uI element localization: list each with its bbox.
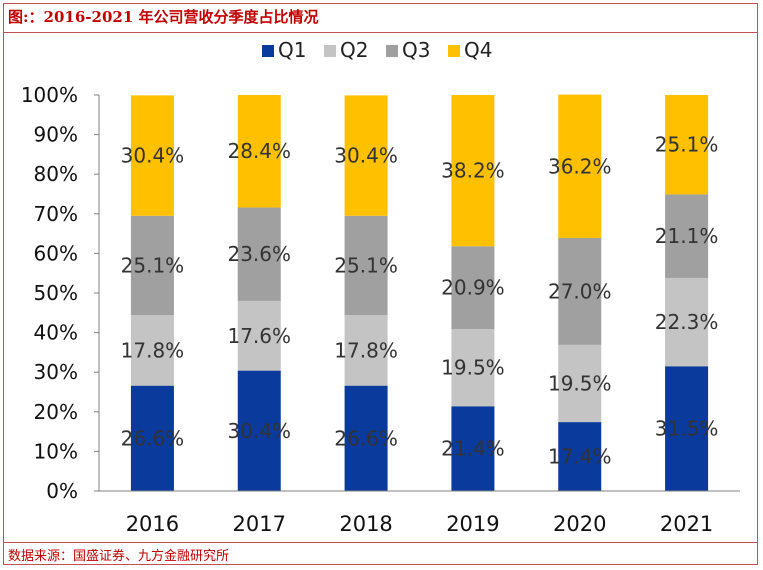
legend-label-q4: Q4 (464, 38, 492, 62)
data-label-q4-2020: 36.2% (548, 154, 612, 178)
data-label-q2-2017: 17.6% (227, 324, 291, 348)
bar-stack-2020: 17.4% 19.5% 27.0% 36.2% (548, 94, 612, 491)
y-tick-label: 80% (34, 162, 78, 186)
bar-segment-q4-2020 (558, 94, 602, 238)
stacked-bar-chart: Q1 Q2 Q3 Q4 0% 10% 20% 30% 40% 50% 60% 70% 80% 90% 10… (21, 38, 740, 536)
data-label-q3-2020: 27.0% (548, 279, 612, 303)
data-label-q3-2016: 25.1% (121, 253, 185, 277)
bar-segment-q2-2016 (130, 315, 174, 386)
data-label-q3-2018: 25.1% (334, 253, 398, 277)
bar-segment-q1-2016 (130, 385, 174, 491)
y-tick-label: 50% (34, 281, 78, 305)
chart-legend: Q1 Q2 Q3 Q4 (262, 38, 492, 62)
y-tick-label: 60% (34, 241, 78, 265)
bar-segment-q4-2019 (451, 95, 495, 247)
data-label-q3-2019: 20.9% (441, 276, 505, 300)
y-tick-label: 70% (34, 202, 78, 226)
bars-group: 26.6% 17.8% 25.1% 30.4% 30.4% 17.6% 23.6% 28.4%… (121, 94, 719, 491)
bar-segment-q4-2018 (344, 95, 388, 216)
x-axis: 2016 2017 2018 2019 2020 2021 (99, 490, 740, 536)
y-tick-label: 40% (34, 321, 78, 345)
bar-segment-q3-2017 (237, 207, 281, 301)
figure-title: 图:：2016-2021 年公司营收分季度占比情况 (8, 8, 319, 26)
bar-segment-q3-2020 (558, 237, 602, 345)
bar-segment-q4-2017 (237, 95, 281, 208)
y-axis: 0% 10% 20% 30% 40% 50% 60% 70% 80% 90% 100% (21, 83, 100, 503)
data-label-q1-2021: 31.5% (655, 417, 719, 441)
data-label-q2-2021: 22.3% (655, 310, 719, 334)
data-label-q3-2021: 21.1% (655, 224, 719, 248)
y-tick-label: 90% (34, 123, 78, 147)
x-tick-label: 2021 (660, 512, 713, 536)
x-tick-label: 2020 (553, 512, 606, 536)
x-tick-label: 2017 (233, 512, 286, 536)
bar-stack-2019: 21.4% 19.5% 20.9% 38.2% (441, 95, 505, 491)
bar-segment-q3-2016 (130, 215, 174, 316)
x-tick-label: 2019 (446, 512, 499, 536)
title-divider (3, 32, 758, 33)
bar-stack-2018: 26.6% 17.8% 25.1% 30.4% (334, 95, 398, 491)
legend-swatch-q1 (262, 45, 274, 57)
data-label-q4-2021: 25.1% (655, 133, 719, 157)
bar-segment-q1-2018 (344, 385, 388, 491)
source-divider (3, 542, 758, 543)
bar-segment-q2-2021 (665, 277, 709, 367)
bar-segment-q2-2020 (558, 344, 602, 423)
legend-label-q2: Q2 (340, 38, 368, 62)
data-label-q1-2016: 26.6% (121, 426, 185, 450)
data-label-q2-2020: 19.5% (548, 371, 612, 395)
bar-segment-q1-2021 (665, 366, 709, 491)
data-label-q4-2017: 28.4% (227, 139, 291, 163)
data-label-q4-2019: 38.2% (441, 159, 505, 183)
x-tick-label: 2018 (339, 512, 392, 536)
data-label-q2-2016: 17.8% (121, 338, 185, 362)
y-tick-label: 10% (34, 439, 78, 463)
bar-stack-2017: 30.4% 17.6% 23.6% 28.4% (227, 95, 291, 491)
data-label-q1-2020: 17.4% (548, 445, 612, 469)
y-tick-label: 0% (46, 479, 78, 503)
bar-segment-q1-2017 (237, 370, 281, 491)
y-tick-label: 100% (21, 83, 78, 107)
data-label-q4-2018: 30.4% (334, 144, 398, 168)
bar-segment-q2-2018 (344, 315, 388, 386)
y-tick-label: 30% (34, 360, 78, 384)
bar-segment-q2-2019 (451, 329, 495, 407)
data-label-q2-2018: 17.8% (334, 338, 398, 362)
legend-swatch-q3 (386, 45, 398, 57)
bar-segment-q3-2019 (451, 246, 495, 330)
data-label-q2-2019: 19.5% (441, 356, 505, 380)
bar-segment-q1-2019 (451, 406, 495, 491)
x-tick-label: 2016 (126, 512, 179, 536)
legend-swatch-q4 (448, 45, 460, 57)
bar-segment-q2-2017 (237, 300, 281, 371)
bar-segment-q4-2016 (130, 95, 174, 216)
legend-swatch-q2 (324, 45, 336, 57)
bar-segment-q4-2021 (665, 95, 709, 195)
legend-label-q3: Q3 (402, 38, 430, 62)
data-label-q1-2017: 30.4% (227, 419, 291, 443)
data-label-q4-2016: 30.4% (121, 144, 185, 168)
data-label-q1-2018: 26.6% (334, 426, 398, 450)
bar-segment-q3-2018 (344, 215, 388, 316)
data-source-note: 数据来源：国盛证券、九方金融研究所 (8, 549, 230, 564)
data-label-q3-2017: 23.6% (227, 242, 291, 266)
bar-segment-q3-2021 (665, 194, 709, 278)
y-tick-label: 20% (34, 400, 78, 424)
legend-label-q1: Q1 (278, 38, 306, 62)
bar-stack-2016: 26.6% 17.8% 25.1% 30.4% (121, 95, 185, 491)
data-label-q1-2019: 21.4% (441, 437, 505, 461)
bar-stack-2021: 31.5% 22.3% 21.1% 25.1% (655, 95, 719, 491)
bar-segment-q1-2020 (558, 422, 602, 491)
